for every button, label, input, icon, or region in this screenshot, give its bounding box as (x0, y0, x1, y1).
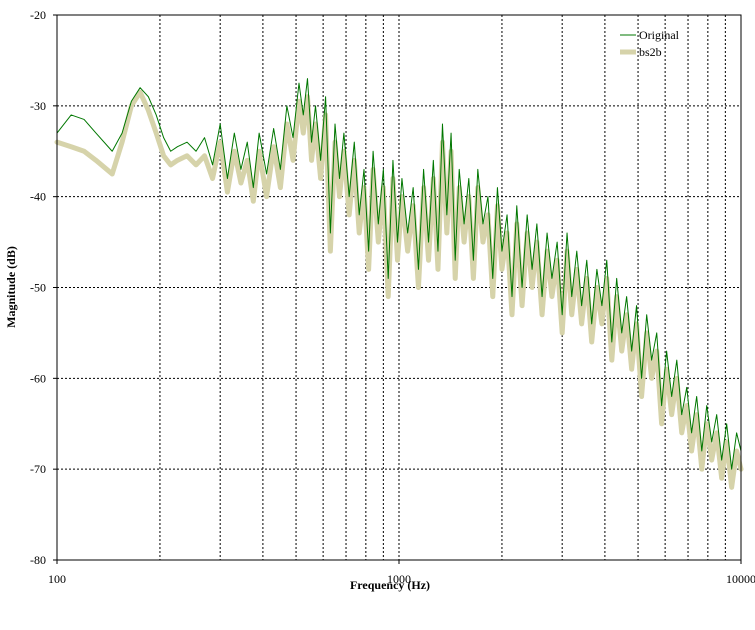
y-tick-label: -50 (30, 281, 46, 295)
series-line-original (56, 78, 742, 470)
series-line-bs2b (54, 89, 744, 490)
y-tick-label: -40 (30, 190, 46, 204)
y-tick-label: -20 (30, 8, 46, 22)
y-tick-label: -30 (30, 99, 46, 113)
x-tick-label: 10000 (726, 572, 755, 586)
y-tick-label: -60 (30, 371, 46, 385)
y-tick-label: -80 (30, 553, 46, 567)
legend-label-bs2b: bs2b (639, 45, 662, 59)
series-layer (54, 78, 744, 490)
y-tick-label: -70 (30, 462, 46, 476)
x-tick-label: 100 (48, 572, 66, 586)
y-axis-title: Magnitude (dB) (4, 246, 18, 328)
legend: Original bs2b (620, 28, 680, 59)
x-tick-label: 1000 (387, 572, 411, 586)
x-axis-title: Frequency (Hz) (350, 578, 430, 592)
legend-label-original: Original (639, 28, 680, 42)
